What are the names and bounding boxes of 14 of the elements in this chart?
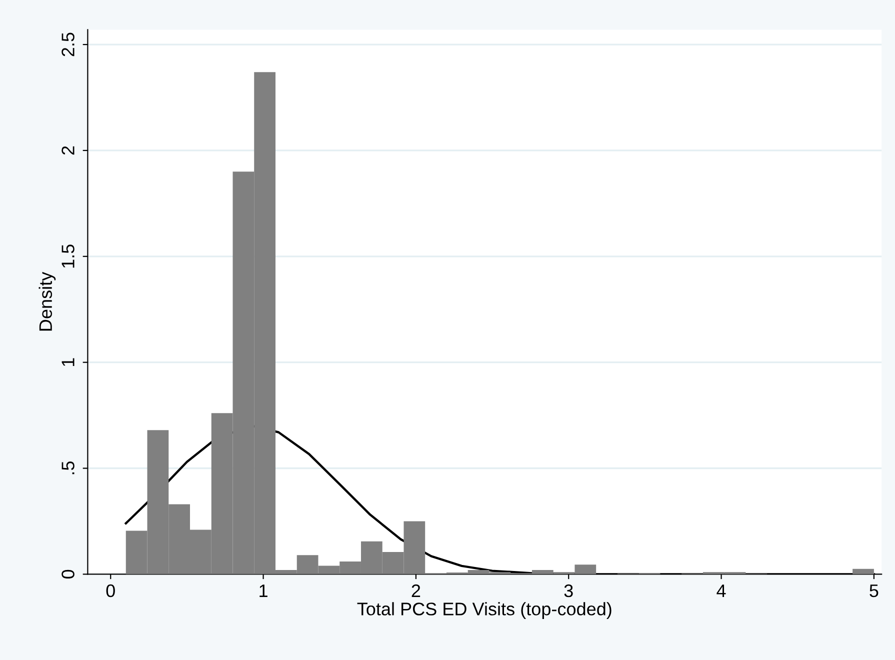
- x-tick-label: 2: [412, 584, 420, 598]
- y-tick-label: 2: [62, 146, 74, 155]
- x-axis-title: Total PCS ED Visits (top-coded): [357, 602, 612, 619]
- y-tick-label: 2.5: [62, 32, 74, 56]
- y-tick-label: 0: [62, 570, 74, 579]
- y-tick-label: .5: [62, 461, 74, 474]
- x-tick-label: 0: [106, 584, 115, 598]
- x-tick-label: 4: [716, 584, 726, 598]
- x-tick-label: 5: [870, 584, 878, 598]
- y-tick-label: 1: [62, 358, 74, 366]
- x-tick-label: 3: [564, 584, 573, 598]
- y-tick-label: 1.5: [62, 244, 74, 268]
- x-tick-label: 1: [260, 584, 268, 598]
- y-axis-title: Density: [38, 272, 56, 331]
